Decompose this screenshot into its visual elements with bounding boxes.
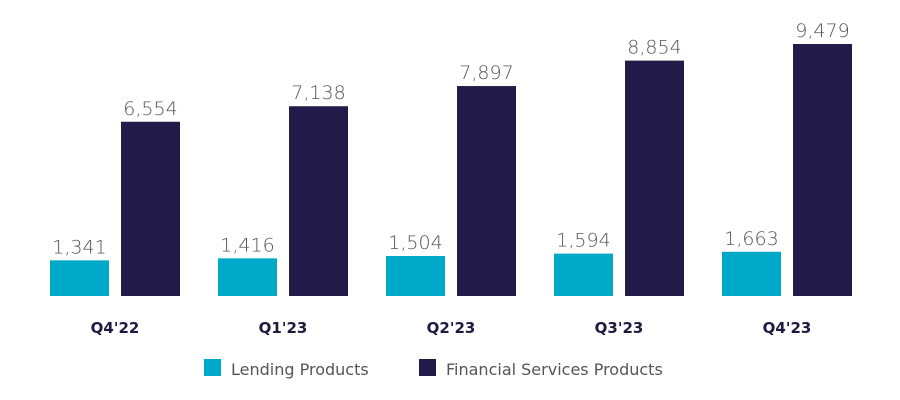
category-label-q2-23: Q2'23 xyxy=(427,319,476,337)
bar-lending-products-q3-23 xyxy=(554,253,613,296)
bar-financial-services-products-q4-23 xyxy=(793,44,852,296)
value-labels-layer: 1,341 6,554 1,416 7,138 1,504 7,897 1,594 8,854… xyxy=(52,20,849,258)
legend-swatch-lending-products xyxy=(204,359,221,376)
legend: Lending Products Financial Services Prod… xyxy=(204,359,663,379)
bars-layer xyxy=(50,44,852,296)
bar-lending-products-q2-23 xyxy=(386,256,445,296)
category-labels-layer: Q4'22 Q1'23 Q2'23 Q3'23 Q4'23 xyxy=(91,319,812,337)
legend-swatch-financial-services-products xyxy=(419,359,436,376)
value-label-financial-services-products-q4-22: 6,554 xyxy=(123,98,177,120)
bar-financial-services-products-q2-23 xyxy=(457,86,516,296)
category-label-q4-22: Q4'22 xyxy=(91,319,140,337)
value-label-lending-products-q4-23: 1,663 xyxy=(724,228,778,250)
legend-label-financial-services-products: Financial Services Products xyxy=(446,360,663,379)
value-label-financial-services-products-q1-23: 7,138 xyxy=(291,82,345,104)
value-label-lending-products-q4-22: 1,341 xyxy=(52,236,106,258)
bar-financial-services-products-q1-23 xyxy=(289,106,348,296)
bar-lending-products-q4-23 xyxy=(722,251,781,296)
value-label-financial-services-products-q3-23: 8,854 xyxy=(627,37,681,59)
bar-lending-products-q4-22 xyxy=(50,260,109,296)
bar-financial-services-products-q4-22 xyxy=(121,121,180,296)
value-label-lending-products-q1-23: 1,416 xyxy=(220,234,274,256)
legend-label-lending-products: Lending Products xyxy=(231,360,369,379)
bar-financial-services-products-q3-23 xyxy=(625,60,684,296)
value-label-lending-products-q2-23: 1,504 xyxy=(388,232,442,254)
bar-lending-products-q1-23 xyxy=(218,258,277,296)
value-label-lending-products-q3-23: 1,594 xyxy=(556,230,610,252)
value-label-financial-services-products-q4-23: 9,479 xyxy=(795,20,849,42)
category-label-q3-23: Q3'23 xyxy=(595,319,644,337)
category-label-q4-23: Q4'23 xyxy=(763,319,812,337)
value-label-financial-services-products-q2-23: 7,897 xyxy=(459,62,513,84)
category-label-q1-23: Q1'23 xyxy=(259,319,308,337)
